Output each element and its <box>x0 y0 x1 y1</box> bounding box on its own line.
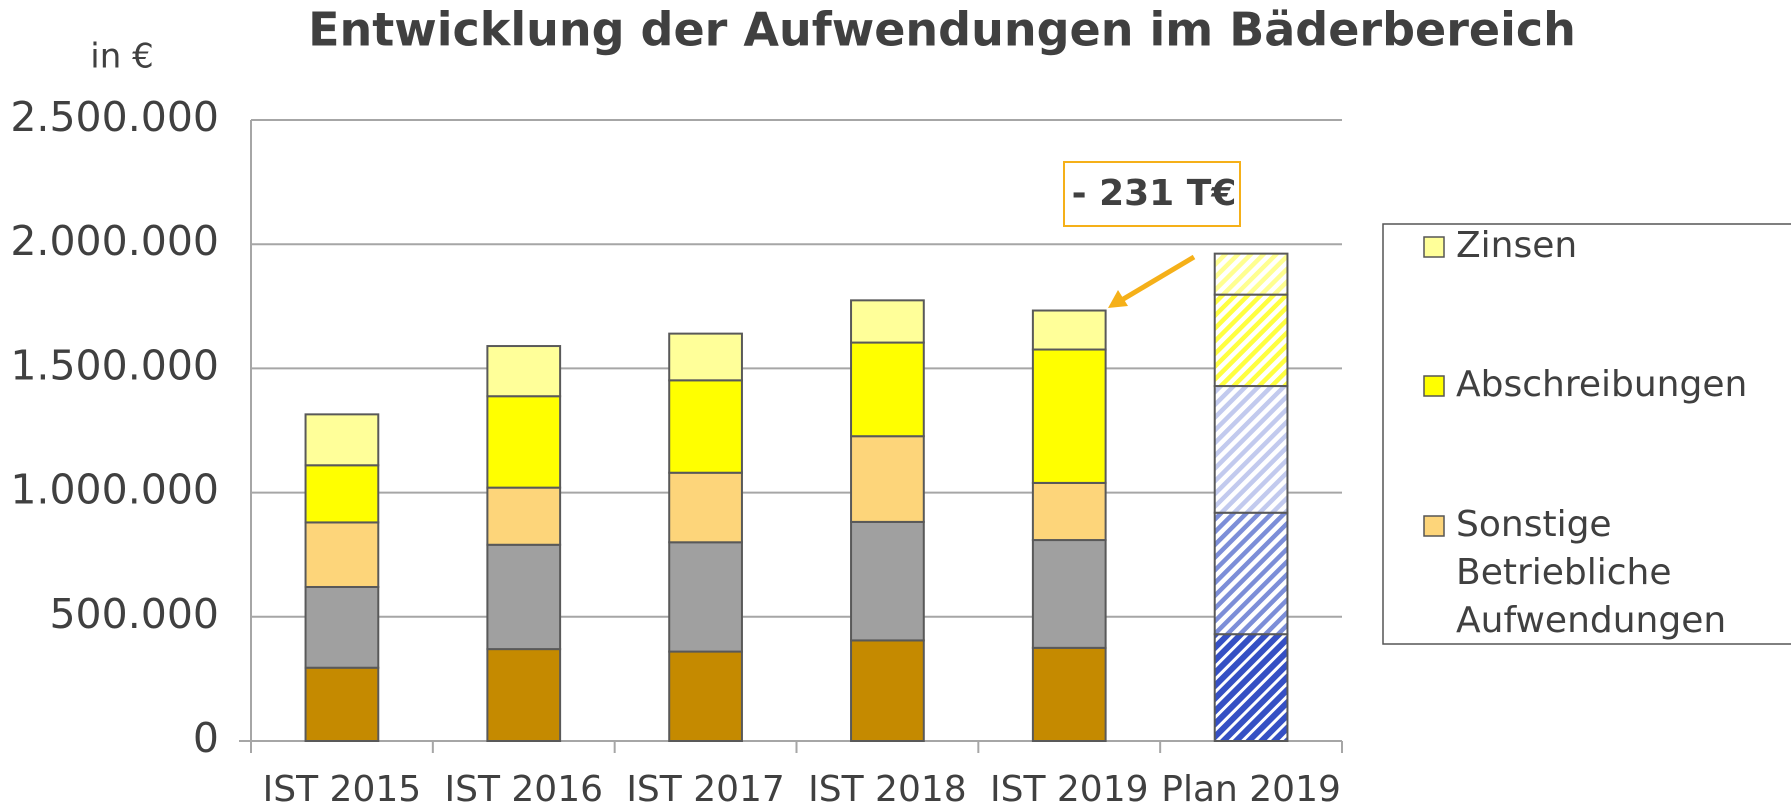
bar-segment <box>668 471 743 544</box>
bar-segment <box>486 345 562 398</box>
x-tick-label: IST 2017 <box>626 769 785 808</box>
bar-segment <box>668 650 743 742</box>
bar-segment <box>1213 293 1289 388</box>
legend <box>1382 223 1791 645</box>
x-tick-label: IST 2016 <box>444 769 603 808</box>
bar-segment <box>668 541 743 653</box>
annotation-arrowhead <box>1108 290 1128 308</box>
legend-label: Abschreibungen <box>1456 364 1747 405</box>
chart-title: Entwicklung der Aufwendungen im Bäderber… <box>308 3 1576 57</box>
bar-segment <box>850 639 925 743</box>
y-tick-label: 0 <box>193 714 219 762</box>
bar-segment <box>486 543 562 651</box>
bar-segment <box>1031 646 1107 742</box>
legend-swatch <box>1423 236 1445 258</box>
bar-segment <box>850 299 925 344</box>
bar-segment <box>1031 481 1107 542</box>
y-tick-label: 1.000.000 <box>10 466 219 514</box>
bar-segment <box>1213 385 1289 514</box>
annotation-box <box>1063 161 1241 227</box>
bar-segment <box>1031 539 1107 649</box>
y-tick-label: 2.500.000 <box>10 93 219 141</box>
legend-label: Sonstige Betriebliche Aufwendungen <box>1456 504 1726 641</box>
bar-segment <box>668 379 743 474</box>
bar-segment <box>486 648 562 742</box>
y-tick-label: 500.000 <box>49 590 219 638</box>
x-tick-label: Plan 2019 <box>1161 769 1341 808</box>
legend-label: Zinsen <box>1456 225 1577 266</box>
bar-segment <box>1213 511 1289 636</box>
legend-swatch <box>1423 375 1445 397</box>
x-tick-label: IST 2018 <box>808 769 967 808</box>
y-tick-label: 1.500.000 <box>10 341 219 389</box>
bar-segment <box>850 435 925 523</box>
bar-segment <box>1031 348 1107 484</box>
annotation-arrow <box>1118 254 1196 304</box>
bar-segment <box>850 341 925 438</box>
legend-swatch <box>1423 515 1445 537</box>
bar-segment <box>1031 309 1107 351</box>
bar-segment <box>850 520 925 642</box>
bar-segment <box>304 585 380 669</box>
x-tick-label: IST 2019 <box>990 769 1149 808</box>
bar-segment <box>304 413 380 467</box>
x-tick-label: IST 2015 <box>263 769 422 808</box>
bar-segment <box>486 395 562 489</box>
bar-segment <box>304 666 380 742</box>
bar-segment <box>304 521 380 588</box>
y-axis-label: in € <box>90 37 153 77</box>
annotation: - 231 T€ <box>1072 173 1237 214</box>
y-tick-label: 2.000.000 <box>10 217 219 265</box>
bar-segment <box>486 486 562 546</box>
bar-segment <box>668 332 743 382</box>
bar-segment <box>1213 633 1289 742</box>
bar-segment <box>1213 252 1289 296</box>
bar-segment <box>304 464 380 524</box>
